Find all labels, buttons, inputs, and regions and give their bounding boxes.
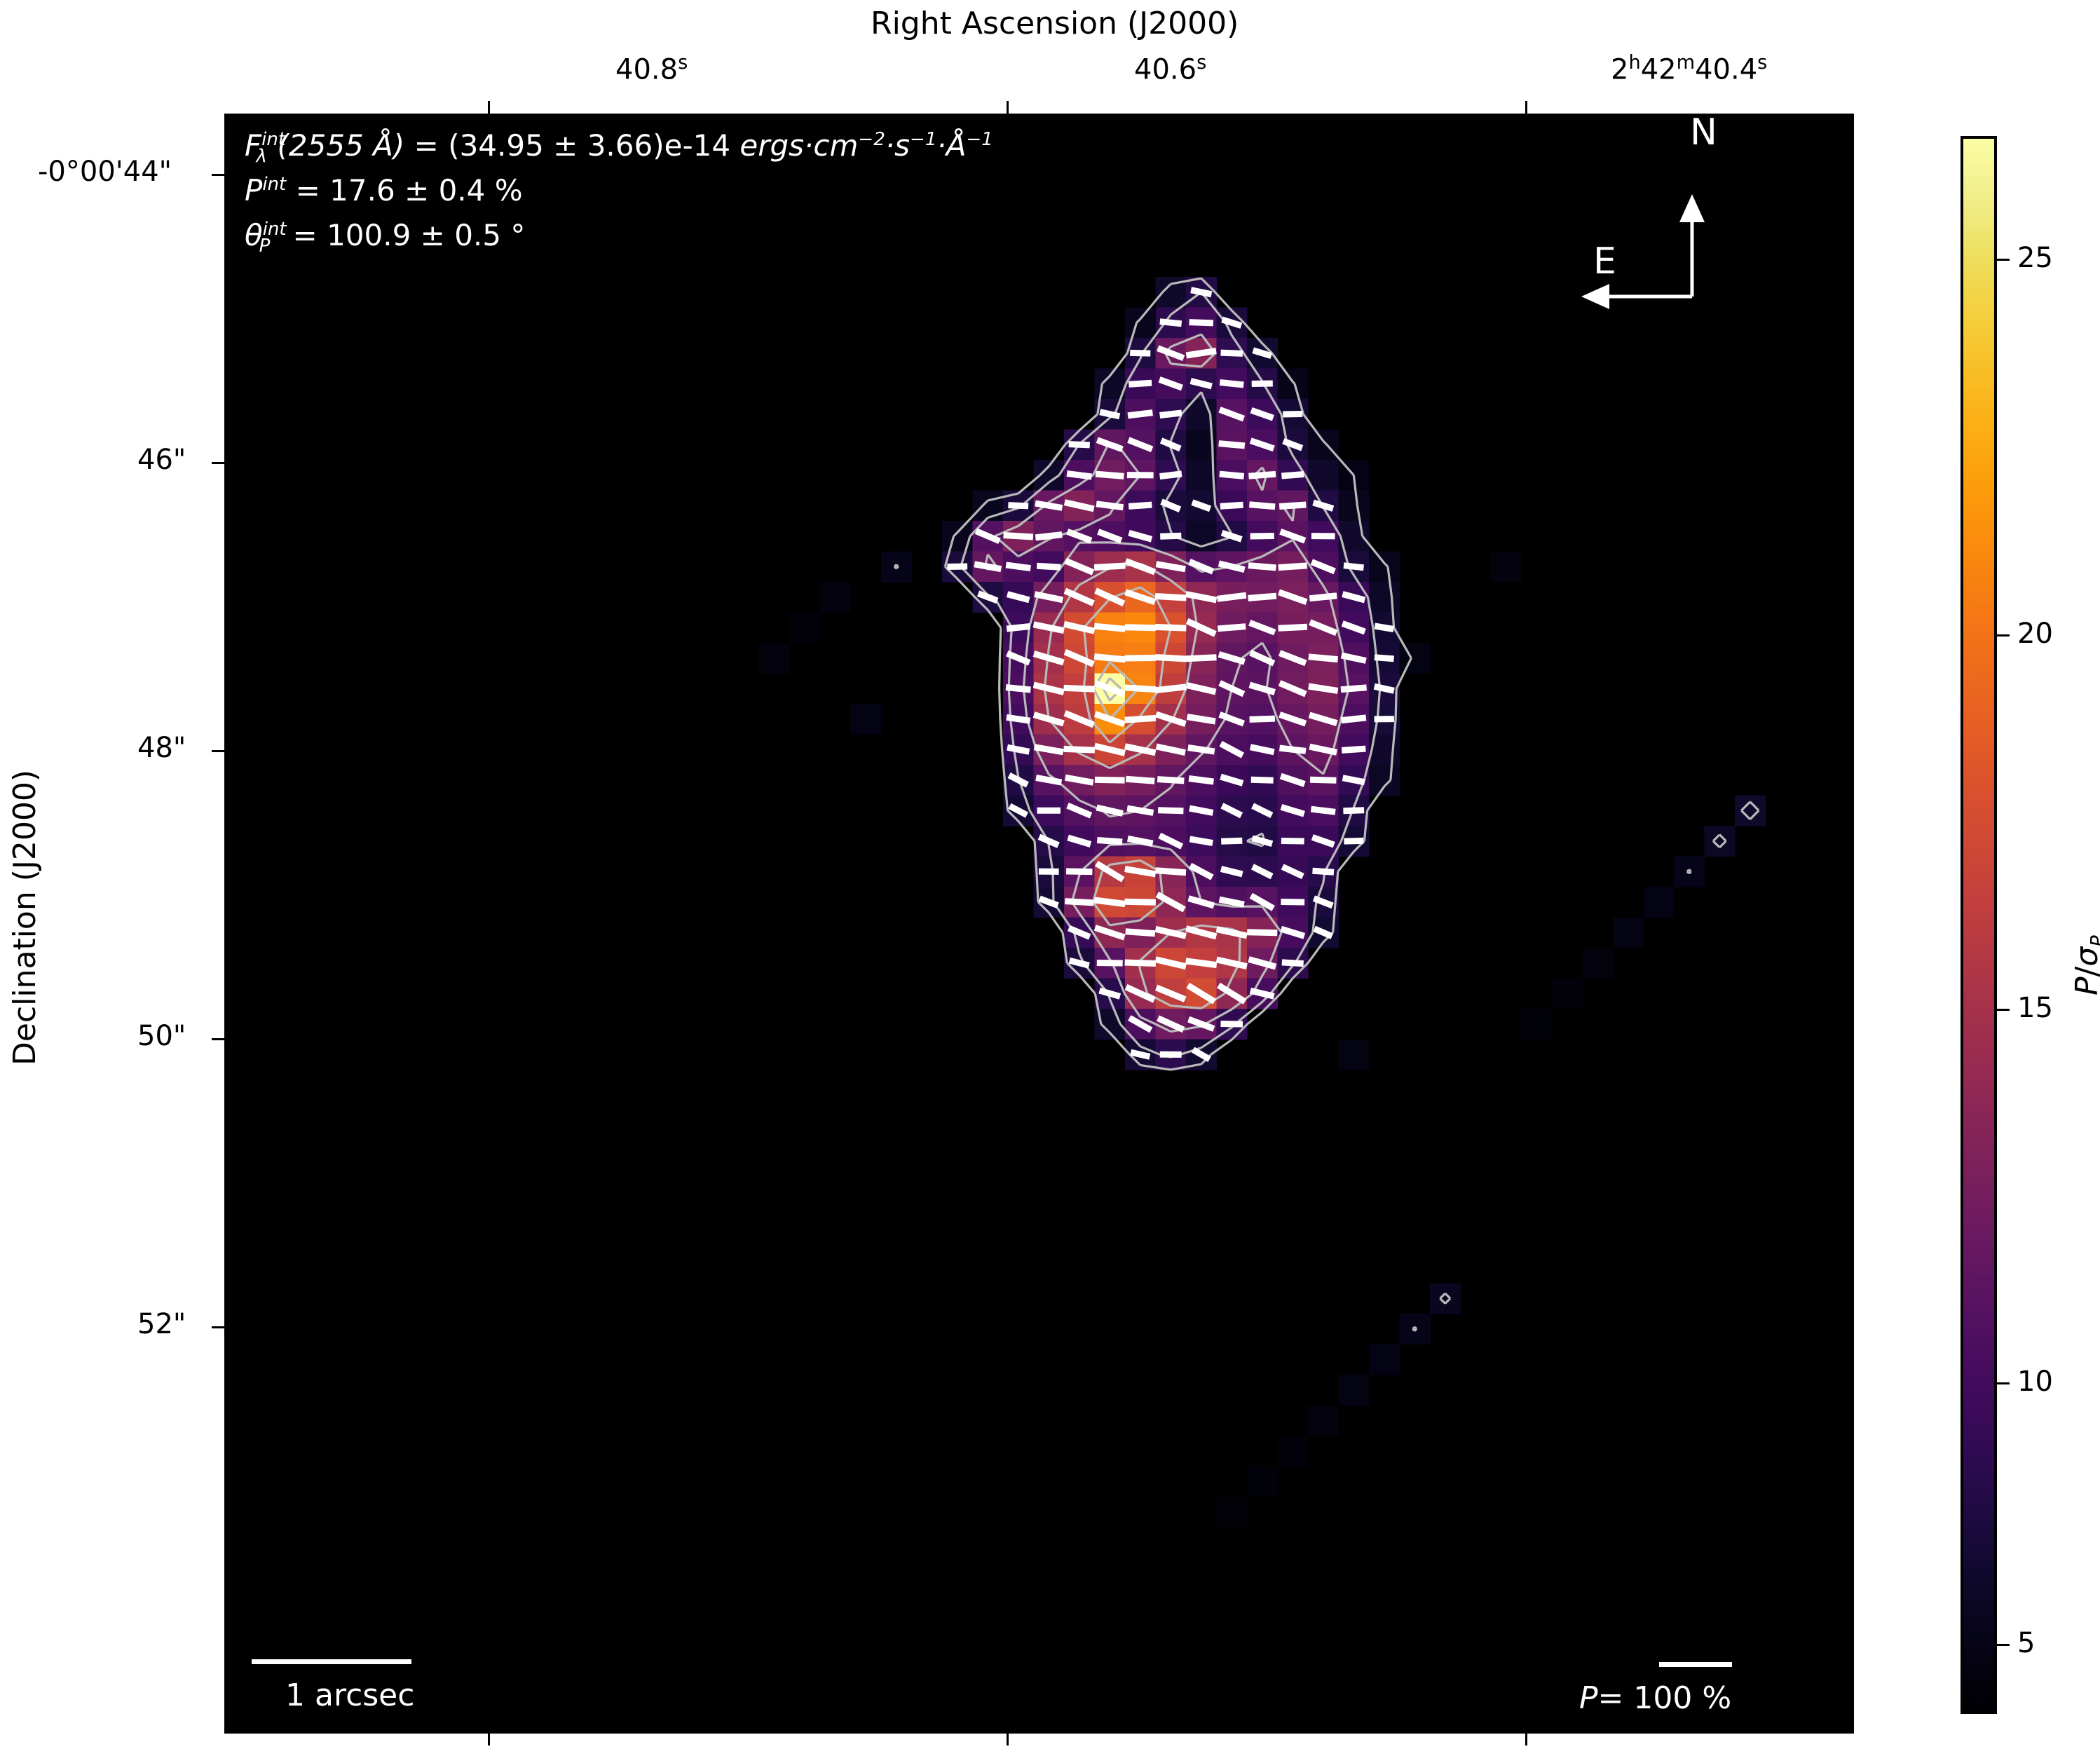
colorbar-tick-label: 20	[2017, 618, 2053, 650]
colorbar-gradient	[1963, 139, 1994, 1711]
x-tick-mark	[1007, 1733, 1009, 1745]
x-tick-mark	[1525, 1733, 1527, 1745]
y-tick-label-3: 48"	[137, 732, 186, 764]
x-tick-mark	[488, 1733, 490, 1745]
y-tick-mark	[212, 174, 224, 176]
y-tick-mark	[212, 1326, 224, 1328]
colorbar-tick-label: 15	[2017, 992, 2053, 1024]
colorbar-tick-label: 5	[2017, 1627, 2036, 1659]
colorbar-tick	[1997, 1644, 2010, 1646]
compass-east-label: E	[1593, 240, 1616, 283]
colorbar-tick	[1997, 1382, 2010, 1384]
polarization-vectors	[947, 287, 1395, 1062]
x-tick-mark	[488, 101, 490, 114]
annotation-degree-of-polarization: Pint = 17.6 ± 0.4 %	[245, 173, 523, 207]
pol-scalebar-line	[1659, 1662, 1732, 1667]
colorbar-tick	[1997, 1009, 2010, 1011]
y-axis-label: Declination (J2000)	[7, 770, 43, 1066]
angular-scalebar-label: 1 arcsec	[285, 1677, 415, 1713]
x-tick-label-2: 40.6s	[1134, 52, 1207, 86]
x-axis-label: Right Ascension (J2000)	[871, 6, 1239, 41]
y-tick-label-1: -0°00'44"	[38, 156, 172, 188]
y-tick-mark	[212, 1038, 224, 1040]
polarization-map-plot[interactable]: Fintλ (2555 Å) = (34.95 ± 3.66)e-14 ergs·…	[224, 114, 1854, 1734]
colorbar-tick-label: 10	[2017, 1366, 2053, 1398]
annotation-flux: Fintλ (2555 Å) = (34.95 ± 3.66)e-14 ergs·…	[245, 128, 993, 168]
pol-scalebar-label: P= 100 %	[1579, 1680, 1732, 1716]
x-tick-label-1: 40.8s	[615, 52, 688, 86]
y-tick-label-2: 46"	[137, 444, 186, 476]
y-tick-label-5: 52"	[137, 1308, 186, 1340]
y-tick-label-4: 50"	[137, 1020, 186, 1052]
y-tick-mark	[212, 462, 224, 464]
colorbar[interactable]	[1961, 136, 1997, 1714]
x-tick-label-3: 2h42m40.4s	[1611, 52, 1768, 86]
compass-arrows	[1581, 194, 1705, 309]
compass-north-label: N	[1690, 114, 1717, 154]
x-tick-mark	[1525, 101, 1527, 114]
map-canvas	[759, 277, 1766, 1528]
y-tick-mark	[212, 750, 224, 752]
colorbar-tick	[1997, 634, 2010, 637]
angular-scalebar-line	[252, 1659, 411, 1664]
x-tick-mark	[1007, 101, 1009, 114]
annotation-polarization-angle: θintP = 100.9 ± 0.5 °	[245, 218, 526, 257]
colorbar-tick-label: 25	[2017, 242, 2053, 274]
colorbar-title: P/σP	[2069, 935, 2100, 995]
colorbar-tick	[1997, 259, 2010, 261]
